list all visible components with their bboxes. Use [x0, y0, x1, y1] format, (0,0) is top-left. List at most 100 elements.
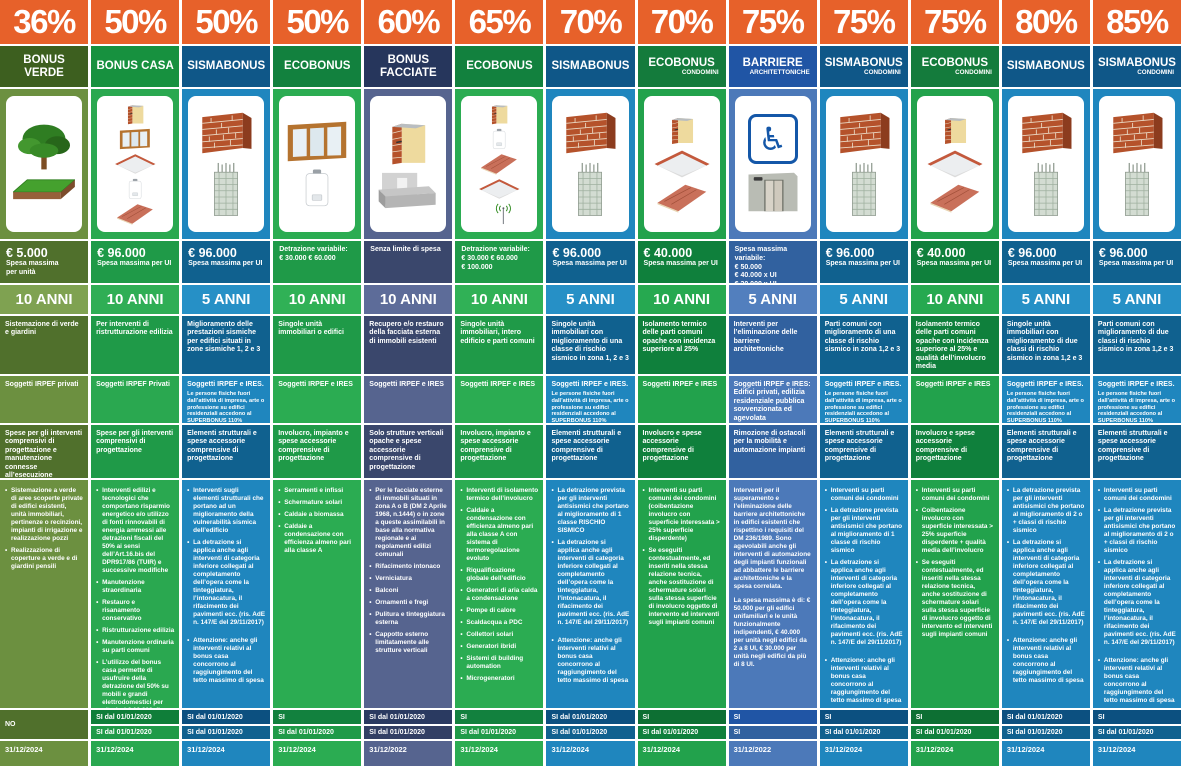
detail-item: La detrazione si applica anche agli inte…	[825, 559, 903, 647]
deadline-cell: 31/12/2024	[91, 741, 180, 766]
detail-item: Generatori ibridi	[460, 643, 538, 651]
eligible-expenses-cell: Elementi strutturali e spese accessorie …	[546, 425, 635, 478]
insulated-wall-icon	[489, 103, 510, 125]
percentage-badge: 75%	[728, 0, 817, 44]
beneficiaries-main: Soggetti IRPEF e IRES	[278, 381, 353, 388]
percentage-badge: 50%	[273, 0, 362, 44]
max-spend-line: Spesa massima per UI	[825, 260, 901, 267]
insulated-wall-icon	[125, 103, 146, 125]
detail-item: La detrazione si applica anche agli inte…	[1007, 539, 1085, 627]
eligible-expenses-cell: Elementi strutturali e spese accessorie …	[1001, 425, 1090, 478]
max-spend-line: Senza limite di spesa	[370, 246, 441, 253]
max-spend-cell: Senza limite di spesa	[364, 241, 453, 283]
eligible-expenses-cell: Involucro, impianto e spese accessorie c…	[273, 425, 362, 478]
beneficiaries-main: Soggetti IRPEF e IRES	[460, 381, 536, 388]
bonus-name: SISMABONUS	[551, 60, 630, 73]
illustration-cell	[910, 89, 999, 239]
status-row-1: SI	[273, 710, 362, 724]
detail-item: Rifacimento intonaco	[369, 563, 447, 571]
bonus-name: ECOBONUS	[466, 60, 533, 73]
details-cell: Serramenti e infissi Schermature solari Ca…	[273, 480, 362, 708]
detail-item: La detrazione si applica anche agli inte…	[187, 539, 265, 627]
beneficiaries-main: Soggetti IRPEF e IRES.	[187, 381, 264, 388]
max-spend-line: € 96.000	[825, 246, 875, 260]
max-spend-line: € 100.000	[461, 263, 493, 271]
bonus-name-band: ECOBONUS CONDOMINI	[910, 46, 999, 87]
illustration-panel	[552, 96, 629, 232]
deadline-cell: 31/12/2024	[637, 741, 726, 766]
beneficiaries-note: Le persone fisiche fuori dall’attività d…	[824, 391, 902, 423]
beneficiaries-cell: Soggetti IRPEF Privati	[91, 376, 180, 423]
detail-item: Interventi edilizi e tecnologici che com…	[96, 487, 174, 575]
ceiling-icon	[926, 149, 984, 179]
max-spend-line: € 96.000	[552, 246, 602, 260]
max-spend-line: Spesa massima	[6, 260, 59, 267]
max-spend-cell: € 40.000 Spesa massima per UI	[637, 241, 726, 283]
wheelchair-icon: ♿	[747, 113, 798, 164]
max-spend-line: Spesa massima per UI	[1098, 260, 1174, 267]
details-list: La detrazione prevista per gli intervent…	[1007, 487, 1085, 685]
eligible-expenses-cell: Spese per gli interventi comprensivi di …	[0, 425, 89, 478]
beneficiaries-cell: Soggetti IRPEF e IRES	[455, 376, 544, 423]
detail-item: Caldaie a condensazione con efficienza a…	[460, 507, 538, 563]
status-row-1: SI	[910, 710, 999, 724]
status-row-2: SI	[728, 726, 817, 739]
status-row-1: SI dal 01/01/2020	[1001, 710, 1090, 724]
bonus-name: ECOBONUS	[648, 56, 715, 69]
percentage-badge: 85%	[1092, 0, 1181, 44]
duration-cell: 5 ANNI	[1001, 285, 1090, 314]
status-row-2: SI dal 01/01/2020	[819, 726, 908, 739]
wheelchair-glyph: ♿	[747, 113, 798, 164]
status-row-1: SI dal 01/01/2020	[182, 710, 271, 724]
deadline-cell: 31/12/2024	[546, 741, 635, 766]
detail-item: Caldaie a biomassa	[278, 511, 356, 519]
beneficiaries-cell: Soggetti IRPEF e IRES: Edifici privati, …	[728, 376, 817, 423]
eligible-expenses-cell: Elementi strutturali e spese accessorie …	[819, 425, 908, 478]
bonus-column: 60% BONUS FACCIATE Senza limite di spesa 10…	[364, 0, 453, 766]
illustration-icons	[1017, 110, 1075, 219]
illustration-cell	[1092, 89, 1181, 239]
max-spend-cell: Detrazione variabile: € 30.000 € 60.000	[273, 241, 362, 283]
detail-item: Verniciatura	[369, 575, 447, 583]
max-spend-line: € 30.000 x UI	[735, 281, 811, 283]
illustration-panel	[370, 96, 447, 232]
scope-cell: Miglioramento delle prestazioni sismiche…	[182, 316, 271, 374]
beneficiaries-cell: Soggetti IRPEF e IRES. Le persone fisiche…	[182, 376, 271, 423]
beneficiaries-main: Soggetti IRPEF e IRES.	[1097, 381, 1175, 388]
illustration-cell	[0, 89, 89, 239]
beneficiaries-cell: Soggetti IRPEF e IRES	[273, 376, 362, 423]
detail-paragraph: La spesa massima è di: € 50.000 per gli …	[733, 597, 811, 668]
brick-wall-icon	[197, 110, 255, 156]
status-row-2: SI dal 01/01/2020	[455, 726, 544, 739]
illustration-panel	[279, 96, 356, 232]
detail-item: Restauro e risanamento conservativo	[96, 599, 174, 623]
details-cell: Interventi di isolamento termico dell’in…	[455, 480, 544, 708]
bonus-name: SISMABONUS	[187, 60, 266, 73]
details-cell: Interventi edilizi e tecnologici che com…	[91, 480, 180, 708]
percentage-badge: 65%	[455, 0, 544, 44]
balcony-icon	[377, 171, 439, 210]
beneficiaries-cell: Soggetti IRPEF e IRES	[910, 376, 999, 423]
illustration-panel	[188, 96, 265, 232]
concrete-pillar-icon	[1029, 161, 1063, 219]
beneficiaries-cell: Soggetti IRPEF e IRES	[364, 376, 453, 423]
detail-item: Interventi di isolamento termico dell’in…	[460, 487, 538, 503]
roof-icon	[656, 183, 708, 213]
detail-item: Interventi su parti comuni dei condomini	[1098, 487, 1176, 503]
bonus-subname: ARCHITETTONICHE	[749, 68, 810, 76]
detail-item: Manutenzione straordinaria	[96, 579, 174, 595]
deadline-cell: 31/12/2024	[910, 741, 999, 766]
illustration-icons	[1108, 110, 1166, 219]
detail-item: La detrazione prevista per gli intervent…	[825, 507, 903, 555]
deadline-cell: 31/12/2024	[455, 741, 544, 766]
boiler-icon	[128, 178, 142, 200]
detail-item: Collettori solari	[460, 631, 538, 639]
bonus-name: BONUS VERDE	[23, 54, 65, 79]
status-row-1: SI	[637, 710, 726, 724]
max-spend-line: € 40.000	[643, 246, 693, 260]
eligible-expenses-cell: Spese per gli interventi comprensivi di …	[91, 425, 180, 478]
detail-item: La detrazione prevista per gli intervent…	[1007, 487, 1085, 535]
detail-item: Interventi su parti comuni dei condomini…	[643, 487, 721, 543]
max-spend-cell: € 96.000 Spesa massima per UI	[182, 241, 271, 283]
